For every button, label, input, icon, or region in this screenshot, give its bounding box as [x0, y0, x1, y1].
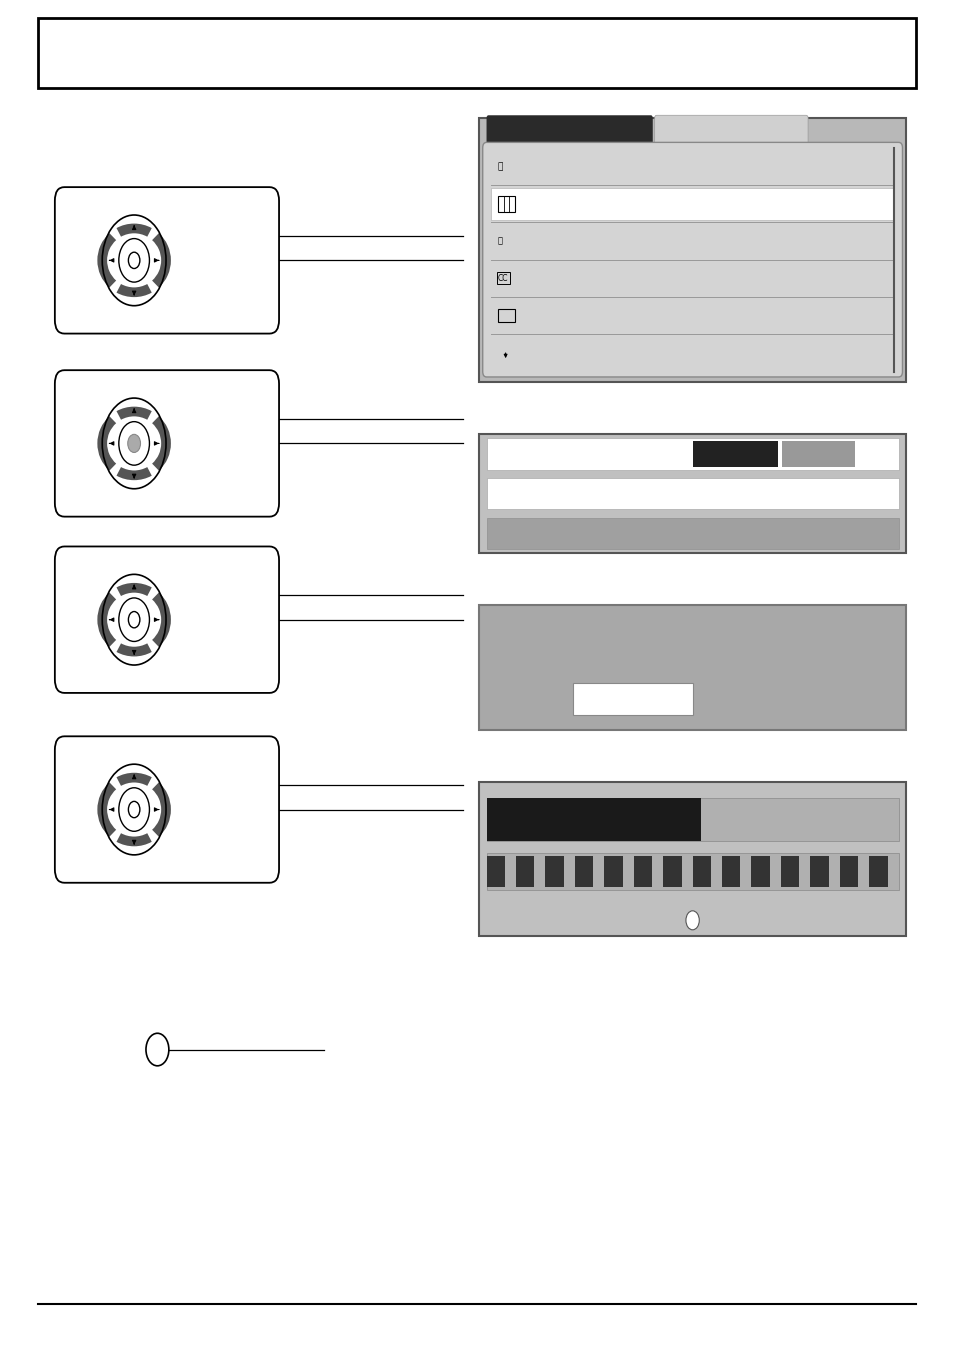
Text: 🔒: 🔒	[497, 236, 502, 245]
FancyBboxPatch shape	[55, 546, 278, 693]
FancyBboxPatch shape	[486, 856, 504, 887]
FancyBboxPatch shape	[486, 797, 898, 841]
Circle shape	[146, 1033, 169, 1066]
FancyBboxPatch shape	[482, 142, 902, 377]
FancyBboxPatch shape	[545, 856, 563, 887]
Text: CC: CC	[497, 274, 508, 283]
FancyBboxPatch shape	[809, 856, 828, 887]
FancyBboxPatch shape	[478, 605, 905, 730]
Text: ⏲: ⏲	[497, 161, 503, 171]
FancyBboxPatch shape	[38, 18, 915, 88]
FancyBboxPatch shape	[55, 187, 278, 334]
FancyBboxPatch shape	[573, 683, 692, 715]
FancyBboxPatch shape	[781, 441, 854, 466]
FancyBboxPatch shape	[486, 518, 898, 549]
FancyBboxPatch shape	[662, 856, 680, 887]
FancyBboxPatch shape	[839, 856, 858, 887]
FancyBboxPatch shape	[486, 115, 652, 151]
FancyBboxPatch shape	[868, 856, 886, 887]
FancyBboxPatch shape	[692, 441, 778, 466]
FancyBboxPatch shape	[478, 434, 905, 553]
FancyBboxPatch shape	[486, 797, 700, 841]
FancyBboxPatch shape	[781, 856, 799, 887]
Circle shape	[685, 911, 699, 930]
FancyBboxPatch shape	[478, 782, 905, 936]
FancyBboxPatch shape	[478, 118, 905, 382]
FancyBboxPatch shape	[486, 853, 898, 890]
FancyBboxPatch shape	[633, 856, 652, 887]
FancyBboxPatch shape	[55, 370, 278, 517]
FancyBboxPatch shape	[491, 188, 893, 220]
Circle shape	[128, 434, 140, 453]
FancyBboxPatch shape	[486, 477, 898, 510]
FancyBboxPatch shape	[575, 856, 593, 887]
FancyBboxPatch shape	[721, 856, 740, 887]
FancyBboxPatch shape	[516, 856, 534, 887]
FancyBboxPatch shape	[654, 115, 807, 145]
FancyBboxPatch shape	[603, 856, 622, 887]
FancyBboxPatch shape	[751, 856, 769, 887]
FancyBboxPatch shape	[486, 438, 898, 469]
FancyBboxPatch shape	[55, 736, 278, 883]
FancyBboxPatch shape	[692, 856, 710, 887]
